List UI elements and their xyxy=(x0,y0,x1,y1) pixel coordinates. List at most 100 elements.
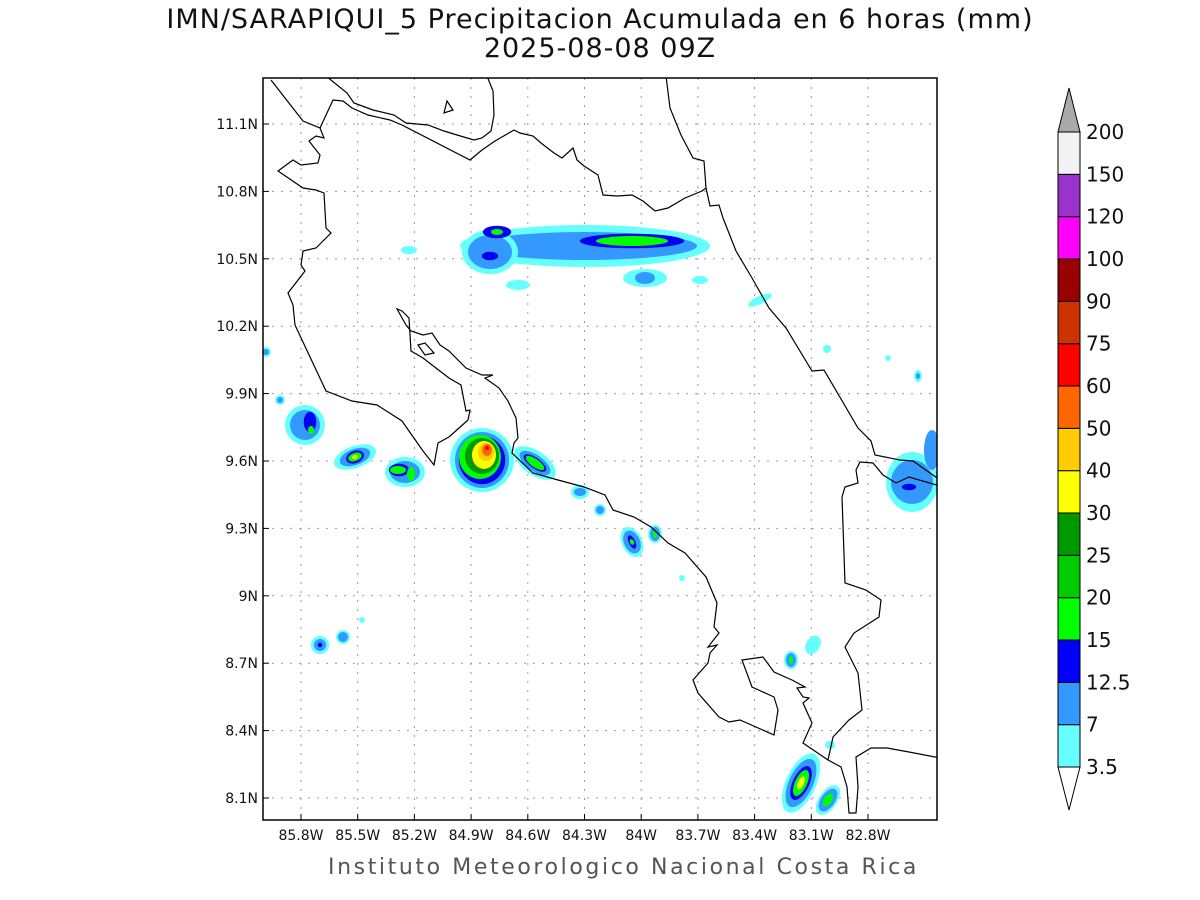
lat-label: 9.9N xyxy=(225,387,258,403)
colorbar-box xyxy=(1057,173,1081,218)
lon-label: 85.2W xyxy=(392,828,437,844)
colorbar-label: 120 xyxy=(1086,205,1124,229)
colorbar-label: 15 xyxy=(1086,628,1111,652)
precip-cell xyxy=(623,269,667,287)
precip-cell xyxy=(263,347,271,357)
map-title: IMN/SARAPIQUI_5 Precipitacion Acumulada … xyxy=(166,4,1034,35)
precip-cell xyxy=(481,251,499,261)
colorbar-label: 100 xyxy=(1086,247,1124,271)
caribbean-coastline xyxy=(665,78,937,479)
lake-nicaragua-shore xyxy=(327,78,495,141)
precip-cell xyxy=(579,233,685,249)
precip-cell xyxy=(571,485,589,499)
lat-label: 8.7N xyxy=(225,656,258,672)
precip-cell xyxy=(914,370,922,382)
precip-cell xyxy=(620,526,644,558)
precipitation-field xyxy=(263,225,937,815)
colorbar-box xyxy=(1057,427,1081,472)
colorbar-box xyxy=(1057,343,1081,387)
precip-cell xyxy=(359,617,365,623)
map-frame xyxy=(262,77,938,821)
colorbar-label: 30 xyxy=(1086,501,1111,525)
precip-cell xyxy=(506,280,530,290)
lon-label: 83.4W xyxy=(732,828,777,844)
precip-cell xyxy=(514,446,556,480)
colorbar-box xyxy=(1057,724,1081,768)
lat-label: 9.3N xyxy=(225,521,258,537)
colorbar-box xyxy=(1057,639,1081,683)
lake-island xyxy=(443,99,454,114)
colorbar-label: 150 xyxy=(1086,162,1124,186)
colorbar-label: 3.5 xyxy=(1086,755,1118,779)
lon-label: 84.6W xyxy=(505,828,550,844)
colorbar-box xyxy=(1057,512,1081,556)
precip-cell xyxy=(401,246,417,254)
gulf-island xyxy=(417,342,436,356)
precip-cell xyxy=(748,293,772,307)
precip-cell xyxy=(886,452,937,512)
precip-cell xyxy=(450,428,514,492)
panama-border xyxy=(827,461,937,761)
precip-cell xyxy=(648,525,662,543)
colorbar-box xyxy=(1057,554,1081,599)
longitude-labels: 85.8W 85.5W 85.2W 84.9W 84.6W 84.3W 84W 83.7W 83… xyxy=(278,828,890,844)
map-valid-time: 2025-08-08 09Z xyxy=(483,33,717,64)
colorbar-label: 75 xyxy=(1086,332,1111,356)
precip-cell xyxy=(823,345,831,353)
precip-cell xyxy=(825,741,835,749)
colorbar-above-triangle xyxy=(1057,87,1081,133)
precip-cell xyxy=(336,630,350,644)
precip-cell xyxy=(924,430,937,470)
colorbar-label: 7 xyxy=(1086,713,1099,737)
colorbar: 3.5 7 12.5 15 20 25 30 40 50 60 75 90 100 120 150 200 xyxy=(1057,87,1131,811)
precip-cell xyxy=(275,395,285,405)
precip-cell xyxy=(311,636,329,654)
colorbar-label: 20 xyxy=(1086,586,1111,610)
pacific-coastline xyxy=(270,79,937,814)
precip-cell xyxy=(482,225,512,239)
nicaragua-border xyxy=(319,99,707,212)
colorbar-label: 12.5 xyxy=(1086,670,1131,694)
colorbar-box xyxy=(1057,216,1081,260)
lat-label: 10.2N xyxy=(216,319,258,335)
lon-label: 82.8W xyxy=(845,828,890,844)
precip-cell xyxy=(805,635,821,655)
lat-label: 8.4N xyxy=(225,724,258,740)
precip-cell xyxy=(285,405,325,445)
colorbar-box xyxy=(1057,385,1081,429)
lon-label: 84.9W xyxy=(449,828,494,844)
precip-cell xyxy=(815,785,841,815)
precip-cell xyxy=(333,444,377,470)
lon-label: 83.1W xyxy=(789,828,834,844)
colorbar-label: 50 xyxy=(1086,416,1111,440)
precip-cell xyxy=(885,355,891,361)
precip-cell xyxy=(781,753,821,813)
colorbar-label: 60 xyxy=(1086,374,1111,398)
lat-label: 8.1N xyxy=(225,791,258,807)
lat-label: 11.1N xyxy=(216,117,258,133)
colorbar-box xyxy=(1057,300,1081,345)
lon-label: 85.8W xyxy=(278,828,323,844)
colorbar-label: 40 xyxy=(1086,459,1111,483)
coastlines xyxy=(270,78,937,814)
colorbar-box xyxy=(1057,681,1081,726)
precip-cell xyxy=(594,504,606,516)
lat-label: 9.6N xyxy=(225,454,258,470)
precip-cell xyxy=(692,276,708,284)
colorbar-box xyxy=(1057,597,1081,641)
lat-label: 9N xyxy=(239,589,258,605)
lon-label: 83.7W xyxy=(675,828,720,844)
latitude-labels: 11.1N 10.8N 10.5N 10.2N 9.9N 9.6N 9.3N 9N 8.7N 8.… xyxy=(216,117,258,807)
colorbar-box xyxy=(1057,470,1081,514)
lat-label: 10.5N xyxy=(216,252,258,268)
footer-credit: Instituto Meteorologico Nacional Costa R… xyxy=(328,855,919,880)
lon-label: 84W xyxy=(625,828,657,844)
precip-cell xyxy=(679,575,685,581)
precip-cell xyxy=(385,457,425,487)
lon-label: 84.3W xyxy=(562,828,607,844)
colorbar-box xyxy=(1057,131,1081,175)
colorbar-box xyxy=(1057,258,1081,302)
lat-label: 10.8N xyxy=(216,184,258,200)
colorbar-label: 90 xyxy=(1086,289,1111,313)
